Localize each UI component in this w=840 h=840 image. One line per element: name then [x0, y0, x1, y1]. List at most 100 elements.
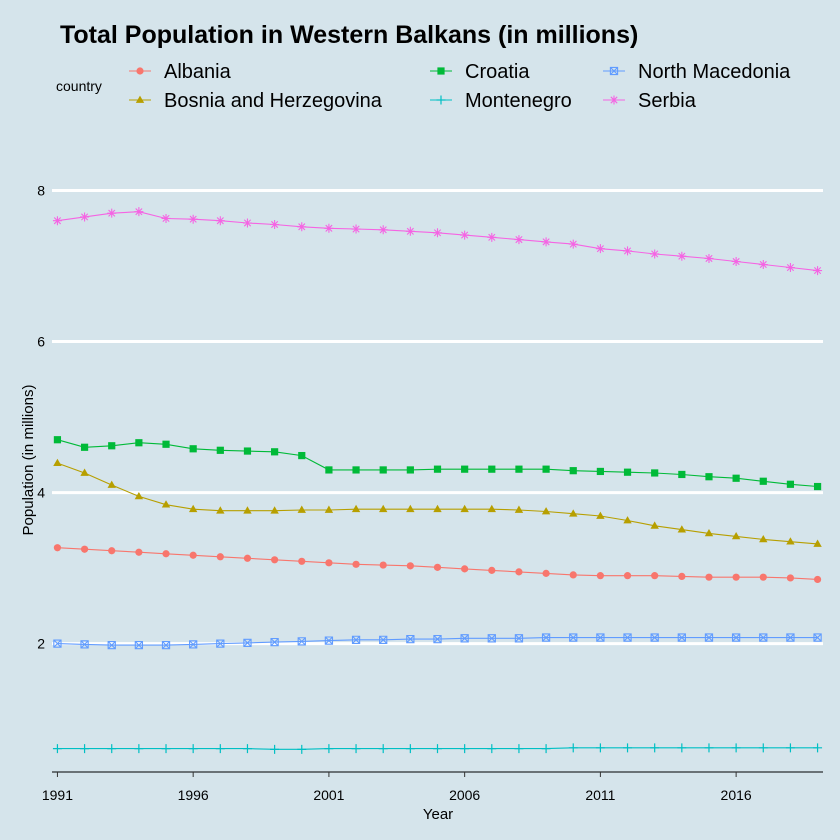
data-point — [433, 504, 442, 513]
data-point — [433, 465, 442, 473]
legend-key-marker — [136, 67, 144, 75]
series-albania — [53, 544, 822, 584]
series-bosnia-and-herzegovina — [53, 458, 822, 547]
data-point — [731, 531, 741, 540]
data-point — [786, 574, 795, 582]
data-point — [759, 633, 768, 642]
data-point — [731, 633, 741, 642]
data-point — [271, 448, 279, 456]
legend-key-marker — [135, 95, 145, 103]
data-point — [243, 554, 252, 562]
data-point — [80, 744, 90, 754]
data-point — [53, 639, 62, 648]
data-point — [270, 637, 279, 647]
data-point — [595, 743, 605, 753]
data-point — [569, 509, 578, 517]
data-point — [378, 225, 388, 235]
data-point — [569, 467, 577, 475]
data-point — [215, 216, 225, 226]
data-point — [596, 633, 605, 642]
data-point — [378, 744, 388, 754]
data-point — [298, 557, 306, 565]
data-point — [162, 440, 170, 448]
data-point — [704, 743, 714, 753]
data-point — [107, 744, 117, 754]
x-tick-label: 2001 — [313, 787, 344, 803]
data-point — [705, 573, 713, 581]
data-point — [297, 637, 306, 646]
data-point — [161, 744, 171, 754]
data-point — [135, 439, 143, 447]
data-point — [379, 504, 388, 513]
data-point — [189, 445, 197, 453]
data-point — [514, 235, 524, 245]
data-point — [242, 218, 252, 228]
data-point — [271, 556, 279, 564]
data-point — [351, 504, 361, 513]
data-point — [758, 743, 768, 753]
x-tick-label: 2016 — [721, 787, 752, 803]
x-tick-label: 1991 — [42, 787, 73, 803]
data-point — [216, 639, 225, 648]
data-point — [650, 743, 660, 753]
data-point — [785, 743, 795, 753]
data-point — [568, 743, 578, 753]
data-point — [352, 466, 360, 474]
data-point — [596, 467, 604, 476]
data-point — [569, 633, 578, 642]
data-point — [134, 744, 144, 754]
chart-title: Total Population in Western Balkans (in … — [60, 21, 638, 49]
legend-item-montenegro: Montenegro — [430, 90, 572, 112]
data-point — [135, 548, 143, 556]
legend-label: Bosnia and Herzegovina — [164, 90, 383, 112]
data-point — [216, 446, 224, 454]
data-point — [297, 505, 306, 513]
data-point — [461, 465, 469, 473]
data-point — [352, 560, 360, 568]
series-line-albania — [57, 547, 818, 580]
data-point — [677, 743, 687, 753]
legend-label: North Macedonia — [638, 61, 791, 83]
data-point — [324, 636, 334, 645]
data-point — [188, 214, 198, 224]
legend-key-marker — [437, 67, 445, 75]
data-point — [541, 237, 551, 247]
x-axis-label: Year — [423, 806, 453, 823]
data-point — [270, 506, 279, 514]
data-point — [189, 640, 198, 649]
data-point — [243, 506, 252, 514]
data-point — [785, 263, 795, 273]
data-point — [107, 480, 116, 488]
data-point — [651, 469, 659, 477]
data-point — [813, 575, 822, 584]
y-tick-label: 2 — [37, 636, 45, 652]
series-line-serbia — [57, 211, 818, 272]
data-point — [297, 744, 307, 754]
data-point — [161, 500, 171, 508]
data-point — [351, 224, 361, 234]
y-tick-label: 8 — [37, 183, 45, 199]
data-point — [623, 743, 633, 753]
data-point — [759, 573, 767, 581]
data-point — [487, 634, 496, 643]
series-croatia — [53, 436, 822, 491]
legend-label: Serbia — [638, 90, 697, 112]
data-point — [406, 504, 415, 513]
data-point — [53, 544, 62, 552]
data-point — [488, 566, 496, 574]
legend-key-marker — [609, 66, 619, 76]
series-north-macedonia — [53, 633, 822, 650]
data-point — [515, 465, 523, 473]
y-tick-label: 6 — [37, 334, 45, 350]
data-point — [460, 634, 469, 643]
data-point — [650, 249, 660, 259]
data-point — [813, 743, 823, 753]
legend-item-north-macedonia: North Macedonia — [603, 61, 791, 83]
data-point — [433, 563, 442, 571]
data-point — [107, 640, 116, 650]
x-tick-label: 2006 — [449, 787, 480, 803]
data-point — [324, 505, 334, 513]
data-point — [514, 634, 524, 643]
data-point — [677, 251, 687, 261]
data-point — [786, 480, 795, 488]
